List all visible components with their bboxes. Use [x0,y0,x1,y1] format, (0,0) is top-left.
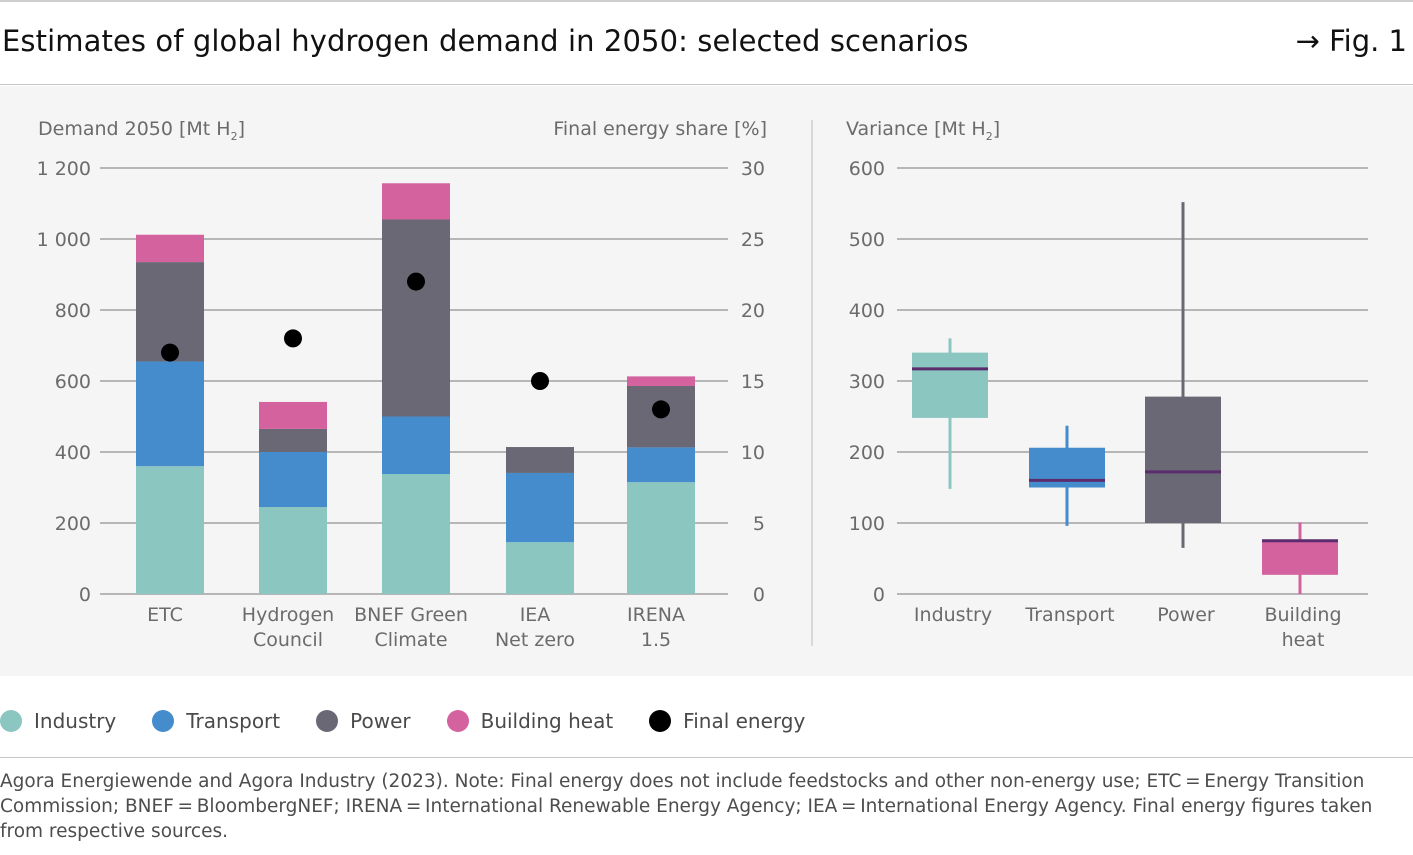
y-tick-label: 200 [55,513,91,535]
footnote-divider [0,757,1413,758]
y-tick-label: 1 200 [37,158,91,180]
bar-power [506,447,574,473]
y-tick-label: 400 [849,300,885,322]
x-category-label: Council [253,629,323,651]
x-category-label: heat [1282,629,1325,651]
figure-reference[interactable]: → Fig. 1 [1295,24,1407,58]
bar-industry [506,542,574,594]
legend-swatch-final-energy [649,710,672,732]
legend-swatch-transport [152,710,175,732]
box-building-heat [1262,540,1338,575]
box-industry [912,352,988,418]
bar-industry [627,482,695,594]
y-tick-label: 600 [849,158,885,180]
y-tick-label: 800 [55,300,91,322]
legend-swatch-power [316,710,339,732]
chart-area: Demand 2050 [Mt H2] Final energy share [%… [37,118,1368,651]
y-tick-label: 0 [873,584,885,606]
bar-transport [382,416,450,475]
legend-label-final-energy: Final energy [683,709,806,733]
x-category-label: Net zero [495,629,575,651]
legend: Industry Transport Power Building heat F… [0,706,805,736]
final-energy-point [161,343,179,362]
bar-building-heat [136,234,204,263]
bar-industry [259,507,327,594]
y-tick-label: 1 000 [37,229,91,251]
x-category-label: ETC [147,604,183,626]
y-tick-label: 0 [79,584,91,606]
legend-swatch-industry [0,710,22,732]
legend-label-power: Power [350,709,411,733]
y2-tick-label: 20 [741,300,765,322]
legend-swatch-building-heat [446,710,469,732]
legend-item-transport: Transport [152,709,280,733]
bar-building-heat [382,183,450,220]
x-category-label: Climate [374,629,447,651]
x-category-label: Transport [1024,604,1114,626]
bar-transport [136,361,204,467]
final-energy-point [284,329,302,348]
legend-item-building-heat: Building heat [446,709,614,733]
bar-building-heat [627,376,695,386]
right-y-axis-title: Final energy share [%] [553,118,767,140]
x-category-label: BNEF Green [354,604,468,626]
y-tick-label: 400 [55,442,91,464]
legend-label-building-heat: Building heat [480,709,614,733]
x-category-label: Industry [914,604,992,626]
legend-label-industry: Industry [34,709,117,733]
y-tick-label: 600 [55,371,91,393]
legend-item-industry: Industry [0,709,116,733]
x-category-label: 1.5 [641,629,671,651]
final-energy-point [652,400,670,419]
y-tick-label: 100 [849,513,885,535]
y-tick-label: 200 [849,442,885,464]
chart-title: Estimates of global hydrogen demand in 2… [2,24,969,58]
bar-transport [259,452,327,508]
y2-tick-label: 0 [753,584,765,606]
top-border [0,0,1413,2]
variance-y-axis-title: Variance [Mt H2] [846,118,1000,143]
legend-label-transport: Transport [186,709,281,733]
final-energy-point [531,372,549,390]
bar-transport [627,447,695,483]
bar-industry [382,474,450,594]
bar-power [259,428,327,452]
x-category-label: IRENA [627,604,685,626]
legend-item-final-energy: Final energy [649,709,805,733]
legend-item-power: Power [316,709,411,733]
bar-transport [506,472,574,543]
x-category-label: IEA [520,604,551,626]
y2-tick-label: 10 [741,442,765,464]
bar-building-heat [259,401,327,429]
y-tick-label: 500 [849,229,885,251]
final-energy-point [407,272,425,291]
x-category-label: Power [1157,604,1215,626]
bar-power [382,219,450,417]
y-tick-label: 300 [849,371,885,393]
title-divider [0,84,1413,85]
source-note: Agora Energiewende and Agora Industry (2… [0,771,1373,842]
x-category-label: Building [1264,604,1341,626]
y2-tick-label: 30 [741,158,765,180]
left-y-axis-title: Demand 2050 [Mt H2] [38,118,245,143]
y2-tick-label: 15 [741,371,765,393]
box-power [1145,396,1221,523]
x-category-label: Hydrogen [242,604,334,626]
y2-tick-label: 25 [741,229,765,251]
bar-industry [136,466,204,594]
y2-tick-label: 5 [753,513,765,535]
